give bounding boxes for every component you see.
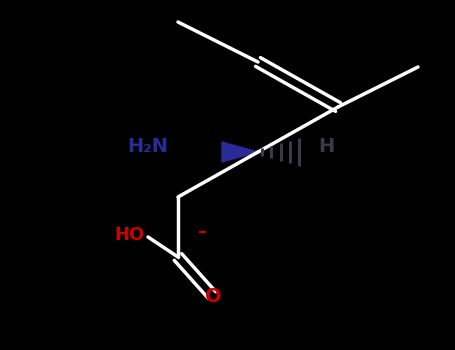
Text: H₂N: H₂N: [127, 138, 168, 156]
Text: HO: HO: [115, 226, 145, 244]
Text: O: O: [205, 287, 221, 306]
Text: H: H: [318, 138, 334, 156]
Polygon shape: [222, 142, 258, 162]
Text: –: –: [198, 223, 207, 241]
